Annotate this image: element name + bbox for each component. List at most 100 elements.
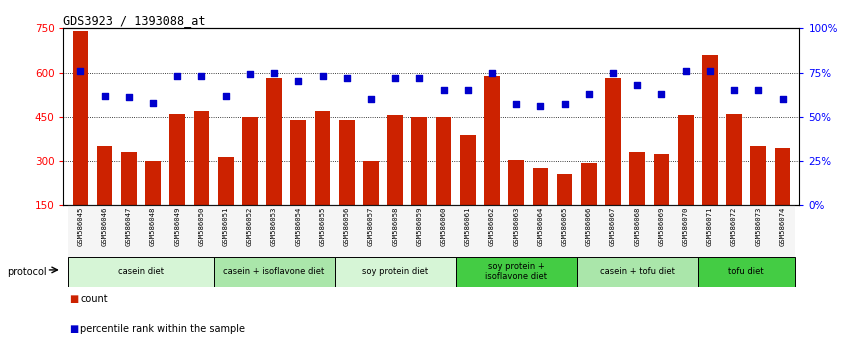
Point — [630, 82, 644, 88]
Point — [413, 75, 426, 81]
Point — [146, 100, 160, 105]
Text: GSM586072: GSM586072 — [731, 207, 737, 246]
Point — [171, 73, 184, 79]
Text: GSM586059: GSM586059 — [416, 207, 422, 246]
Text: GSM586050: GSM586050 — [199, 207, 205, 246]
Bar — [650, 205, 673, 257]
Bar — [431, 205, 456, 257]
Bar — [746, 205, 771, 257]
Bar — [286, 205, 310, 257]
Text: GSM586069: GSM586069 — [658, 207, 664, 246]
Point — [195, 73, 208, 79]
Text: GSM586056: GSM586056 — [343, 207, 349, 246]
Text: GSM586054: GSM586054 — [295, 207, 301, 246]
Bar — [169, 114, 185, 250]
Bar — [213, 205, 238, 257]
Bar — [722, 205, 746, 257]
Text: casein + isoflavone diet: casein + isoflavone diet — [223, 267, 325, 276]
Bar — [383, 205, 407, 257]
Bar — [557, 175, 573, 250]
Text: GSM586049: GSM586049 — [174, 207, 180, 246]
Text: GSM586066: GSM586066 — [585, 207, 592, 246]
Bar — [629, 152, 645, 250]
Bar — [484, 75, 500, 250]
Point — [703, 68, 717, 74]
Text: GSM586045: GSM586045 — [77, 207, 84, 246]
Point — [776, 96, 789, 102]
Point — [678, 68, 692, 74]
Bar — [242, 117, 258, 250]
Point — [243, 72, 256, 77]
Text: GSM586048: GSM586048 — [150, 207, 156, 246]
Bar — [508, 160, 524, 250]
Bar — [190, 205, 213, 257]
Text: protocol: protocol — [7, 267, 47, 277]
Text: GSM586070: GSM586070 — [683, 207, 689, 246]
Bar — [678, 115, 694, 250]
Bar — [698, 205, 722, 257]
Text: soy protein +
isoflavone diet: soy protein + isoflavone diet — [486, 262, 547, 281]
Bar — [141, 205, 165, 257]
Text: GSM586065: GSM586065 — [562, 207, 568, 246]
Bar — [73, 31, 88, 250]
Bar — [456, 257, 577, 287]
Bar — [577, 205, 601, 257]
Bar — [581, 162, 596, 250]
Bar — [290, 120, 306, 250]
Bar — [262, 205, 286, 257]
Text: GSM586053: GSM586053 — [271, 207, 277, 246]
Text: GDS3923 / 1393088_at: GDS3923 / 1393088_at — [63, 14, 206, 27]
Bar — [750, 146, 766, 250]
Text: percentile rank within the sample: percentile rank within the sample — [80, 324, 245, 334]
Text: GSM586062: GSM586062 — [489, 207, 495, 246]
Text: count: count — [80, 294, 108, 304]
Bar — [387, 115, 403, 250]
Point — [388, 75, 402, 81]
Bar — [69, 257, 213, 287]
Point — [292, 79, 305, 84]
Bar — [456, 205, 480, 257]
Point — [607, 70, 620, 75]
Bar — [726, 114, 742, 250]
Bar — [673, 205, 698, 257]
Bar — [92, 205, 117, 257]
Bar — [504, 205, 528, 257]
Text: casein diet: casein diet — [118, 267, 164, 276]
Bar — [528, 205, 552, 257]
Point — [340, 75, 354, 81]
Bar — [217, 156, 233, 250]
Bar — [654, 154, 669, 250]
Point — [98, 93, 112, 98]
Text: GSM586074: GSM586074 — [779, 207, 786, 246]
Point — [509, 102, 523, 107]
Bar — [411, 117, 427, 250]
Bar — [194, 111, 209, 250]
Bar — [532, 169, 548, 250]
Bar — [407, 205, 431, 257]
Bar — [335, 205, 359, 257]
Text: GSM586058: GSM586058 — [393, 207, 398, 246]
Bar — [121, 152, 137, 250]
Bar — [460, 135, 475, 250]
Bar — [601, 205, 625, 257]
Text: GSM586073: GSM586073 — [755, 207, 761, 246]
Text: GSM586052: GSM586052 — [247, 207, 253, 246]
Point — [437, 87, 450, 93]
Bar — [363, 161, 379, 250]
Point — [219, 93, 233, 98]
Bar — [266, 79, 282, 250]
Point — [461, 87, 475, 93]
Bar — [436, 117, 452, 250]
Text: ■: ■ — [69, 294, 79, 304]
Text: GSM586060: GSM586060 — [441, 207, 447, 246]
Bar — [69, 205, 92, 257]
Point — [558, 102, 571, 107]
Point — [655, 91, 668, 97]
Text: soy protein diet: soy protein diet — [362, 267, 428, 276]
Bar — [480, 205, 504, 257]
Bar — [552, 205, 577, 257]
Point — [486, 70, 499, 75]
Bar — [315, 111, 331, 250]
Bar — [96, 146, 113, 250]
Point — [267, 70, 281, 75]
